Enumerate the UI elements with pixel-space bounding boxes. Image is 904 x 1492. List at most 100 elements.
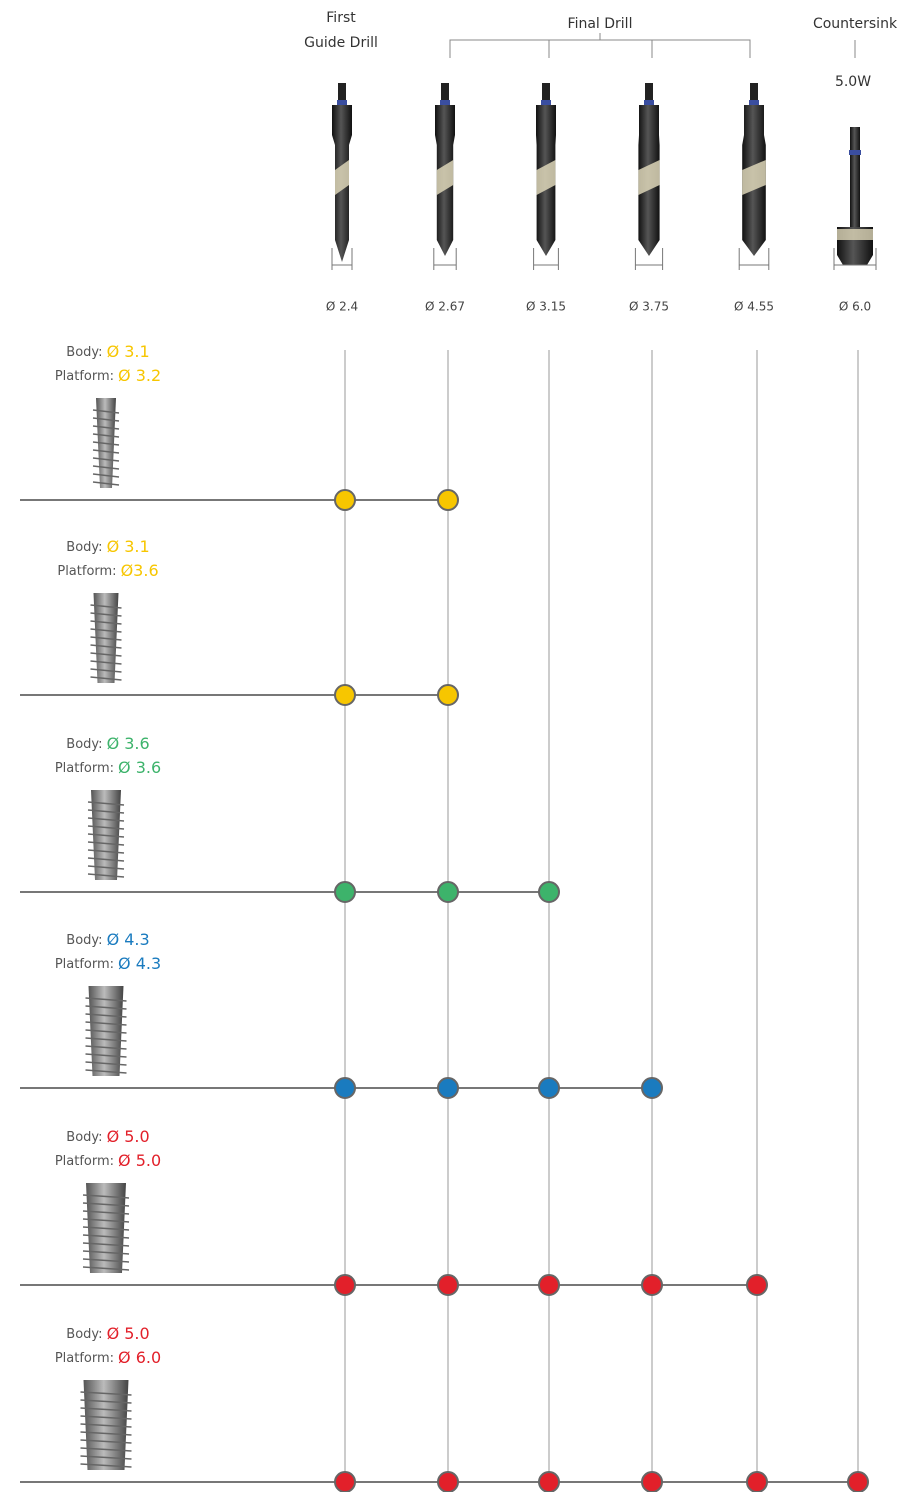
implant-image (92, 398, 120, 488)
drill-dot (847, 1471, 869, 1492)
implant-thread (80, 1463, 132, 1468)
implant-thread (92, 473, 120, 478)
implant-thread (82, 1202, 130, 1207)
header-final: Final Drill (568, 16, 633, 32)
bracket (449, 33, 856, 58)
body-text: Body: Ø 3.1 (66, 537, 149, 556)
platform-label: Platform: (57, 564, 116, 579)
platform-text: Platform: Ø3.6 (57, 561, 158, 580)
platform-text: Platform: Ø 5.0 (55, 1151, 161, 1170)
drill-ring (749, 100, 759, 105)
platform-text: Platform: Ø 3.6 (55, 758, 161, 777)
drill-image (331, 83, 353, 270)
body-text: Body: Ø 4.3 (66, 930, 149, 949)
implant-thread (80, 1447, 132, 1452)
platform-value: Ø3.6 (121, 561, 159, 580)
implant-thread (90, 676, 122, 681)
implant-thread (80, 1399, 132, 1404)
platform-label: Platform: (55, 1154, 114, 1169)
platform-label: Platform: (55, 1351, 114, 1366)
drill-band (638, 160, 660, 195)
implant-thread (92, 465, 120, 470)
drill-shank (750, 83, 758, 103)
drill-dot (334, 1274, 356, 1296)
implant-thread (82, 1258, 130, 1263)
drill-size: Ø 4.55 (734, 300, 774, 314)
drill-dim (533, 248, 559, 270)
implant-thread (85, 1013, 127, 1018)
drill-ring (440, 100, 450, 105)
drill-ring (644, 100, 654, 105)
drill-dot (746, 1471, 768, 1492)
implant-thread (85, 997, 127, 1002)
drill-ring (849, 150, 861, 155)
drill-ring (541, 100, 551, 105)
drill-size: Ø 3.15 (526, 300, 566, 314)
implant-thread (82, 1210, 130, 1215)
implant-thread (87, 817, 125, 822)
implant-thread (82, 1250, 130, 1255)
drill-dot (437, 1274, 459, 1296)
implant-thread (85, 1021, 127, 1026)
implant-thread (85, 1069, 127, 1074)
implant-thread (90, 604, 122, 609)
platform-text: Platform: Ø 6.0 (55, 1348, 161, 1367)
drill-size: Ø 3.75 (629, 300, 669, 314)
drill-dot (334, 1471, 356, 1492)
implant-thread (92, 417, 120, 422)
drill-shank (850, 127, 860, 227)
drill-dot (538, 881, 560, 903)
implant-thread (80, 1407, 132, 1412)
body-value: Ø 3.1 (107, 342, 150, 361)
implant-thread (87, 873, 125, 878)
body-text: Body: Ø 5.0 (66, 1127, 149, 1146)
implant-image (87, 790, 125, 880)
drill-dim (331, 248, 353, 270)
implant-thread (85, 1061, 127, 1066)
drill-dot (334, 1077, 356, 1099)
drill-size: Ø 2.4 (326, 300, 358, 314)
drill-image (738, 83, 770, 270)
implant-image (82, 1183, 130, 1273)
header-countersink: Countersink (813, 16, 898, 32)
body-value: Ø 5.0 (107, 1324, 150, 1343)
implant-thread (80, 1391, 132, 1396)
drill-shank (338, 83, 346, 103)
implant-image (80, 1380, 132, 1470)
implant-thread (87, 801, 125, 806)
drill-dot (437, 1471, 459, 1492)
platform-value: Ø 4.3 (118, 954, 161, 973)
implant-thread (90, 660, 122, 665)
platform-value: Ø 3.6 (118, 758, 161, 777)
drill-band (436, 160, 454, 195)
implant-thread (82, 1266, 130, 1271)
drill-band (536, 160, 556, 195)
body-value: Ø 4.3 (107, 930, 150, 949)
platform-label: Platform: (55, 957, 114, 972)
implant-thread (90, 668, 122, 673)
implant-thread (82, 1234, 130, 1239)
implant-thread (80, 1455, 132, 1460)
body-label: Body: (66, 933, 102, 948)
body-label: Body: (66, 737, 102, 752)
drill-shank (441, 83, 449, 103)
header-first: First (326, 10, 356, 26)
drill-shank (645, 83, 653, 103)
drill-image (533, 83, 559, 270)
drill-dot (334, 684, 356, 706)
implant-thread (92, 457, 120, 462)
drill-dot (641, 1471, 663, 1492)
drill-dot (334, 489, 356, 511)
drill-image (634, 83, 664, 270)
body-text: Body: Ø 3.6 (66, 734, 149, 753)
implant-thread (87, 857, 125, 862)
drill-band (742, 160, 766, 195)
implant-thread (92, 409, 120, 414)
body-value: Ø 3.1 (107, 537, 150, 556)
body-label: Body: (66, 345, 102, 360)
implant-thread (90, 612, 122, 617)
implant-thread (87, 865, 125, 870)
implant-thread (87, 809, 125, 814)
implant-thread (92, 425, 120, 430)
implant-thread (87, 849, 125, 854)
